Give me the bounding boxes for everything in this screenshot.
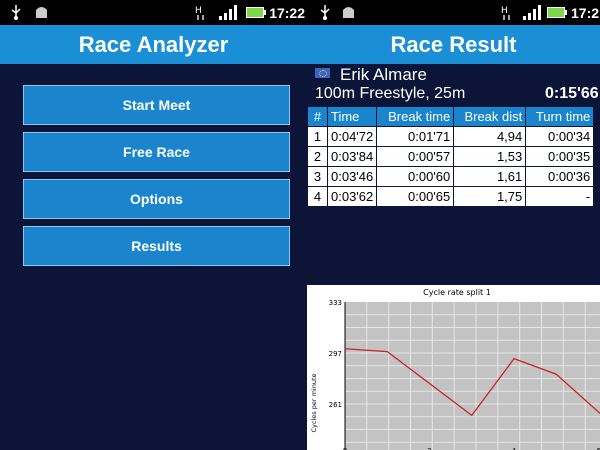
- x-tick-label: 2: [427, 447, 431, 450]
- cell-break-time: 0:01'71: [376, 126, 455, 147]
- usb-icon: [320, 5, 330, 20]
- free-race-button[interactable]: Free Race: [23, 132, 290, 172]
- options-button[interactable]: Options: [23, 179, 290, 219]
- status-bar: H 17:22: [0, 0, 307, 25]
- android-icon: [343, 7, 354, 18]
- y-tick-label: 261: [329, 401, 342, 409]
- race-result-screen: H 17:2 Race Result Erik Almare 100m Free…: [307, 0, 600, 450]
- y-tick-label: 297: [329, 350, 342, 358]
- splits-table: # Time Break time Break dist Turn time 1…: [307, 106, 595, 207]
- cell-number: 4: [307, 186, 328, 207]
- cell-time: 0:03'84: [326, 146, 378, 167]
- status-bar: H 17:2: [307, 0, 600, 25]
- start-meet-button[interactable]: Start Meet: [23, 85, 290, 125]
- col-header-number: #: [307, 106, 328, 127]
- signal-icon: [523, 5, 541, 20]
- cycle-rate-chart: Cycle rate split 1 Cycles per minute 333…: [307, 285, 600, 450]
- svg-text:H: H: [501, 6, 508, 16]
- col-header-break-dist: Break dist: [453, 106, 527, 127]
- table-row[interactable]: 3 0:03'46 0:00'60 1,61 0:00'36: [307, 166, 595, 187]
- status-time: 17:2: [571, 5, 600, 21]
- hplus-icon: H: [501, 6, 510, 20]
- screen-title: Race Result: [307, 25, 600, 64]
- results-button[interactable]: Results: [23, 226, 290, 266]
- table-row[interactable]: 1 0:04'72 0:01'71 4,94 0:00'34: [307, 126, 595, 147]
- cell-time: 0:03'62: [326, 186, 378, 207]
- chart-title: Cycle rate split 1: [423, 288, 491, 297]
- y-axis-label: Cycles per minute: [310, 373, 318, 432]
- cell-number: 2: [307, 146, 328, 167]
- eu-flag-icon: [315, 68, 330, 78]
- race-analyzer-screen: H 17:22 Race Analyzer Start Meet Free Ra…: [0, 0, 307, 450]
- plot-area: [345, 302, 600, 450]
- event-name: 100m Freestyle, 25m: [315, 85, 466, 102]
- app-title: Race Analyzer: [0, 25, 307, 64]
- hplus-icon: H: [195, 6, 204, 20]
- y-tick-label: 333: [329, 299, 342, 307]
- usb-icon: [11, 5, 21, 20]
- android-icon: [36, 7, 47, 18]
- cell-number: 3: [307, 166, 328, 187]
- col-header-time: Time: [326, 106, 378, 127]
- battery-icon: [547, 7, 567, 18]
- col-header-break-time: Break time: [376, 106, 455, 127]
- series-line: [344, 348, 600, 417]
- cell-break-time: 0:00'60: [376, 166, 455, 187]
- x-tick-label: 6: [596, 447, 600, 450]
- cell-turn-time: 0:00'35: [525, 146, 595, 167]
- battery-icon: [246, 7, 266, 18]
- x-tick-label: 0: [343, 447, 347, 450]
- cell-turn-time: 0:00'34: [525, 126, 595, 147]
- x-tick-label: 4: [512, 447, 517, 450]
- table-header-row: # Time Break time Break dist Turn time: [307, 106, 595, 127]
- swimmer-name: Erik Almare: [340, 65, 427, 84]
- table-row[interactable]: 2 0:03'84 0:00'57 1,53 0:00'35: [307, 146, 595, 167]
- cell-turn-time: 0:00'36: [525, 166, 595, 187]
- chart-svg: Cycle rate split 1 Cycles per minute 333…: [310, 288, 600, 450]
- cell-break-dist: 1,53: [453, 146, 527, 167]
- cell-break-dist: 1,75: [453, 186, 527, 207]
- cell-break-time: 0:00'65: [376, 186, 455, 207]
- col-header-turn-time: Turn time: [525, 106, 595, 127]
- signal-icon: [219, 5, 237, 20]
- cell-break-time: 0:00'57: [376, 146, 455, 167]
- cell-time: 0:03'46: [326, 166, 378, 187]
- cell-number: 1: [307, 126, 328, 147]
- cell-time: 0:04'72: [326, 126, 378, 147]
- total-time: 0:15'66: [545, 85, 599, 102]
- cell-break-dist: 1,61: [453, 166, 527, 187]
- cell-turn-time: -: [525, 186, 595, 207]
- svg-text:H: H: [195, 6, 202, 16]
- table-row[interactable]: 4 0:03'62 0:00'65 1,75 -: [307, 186, 595, 207]
- cell-break-dist: 4,94: [453, 126, 527, 147]
- status-time: 17:22: [269, 5, 305, 21]
